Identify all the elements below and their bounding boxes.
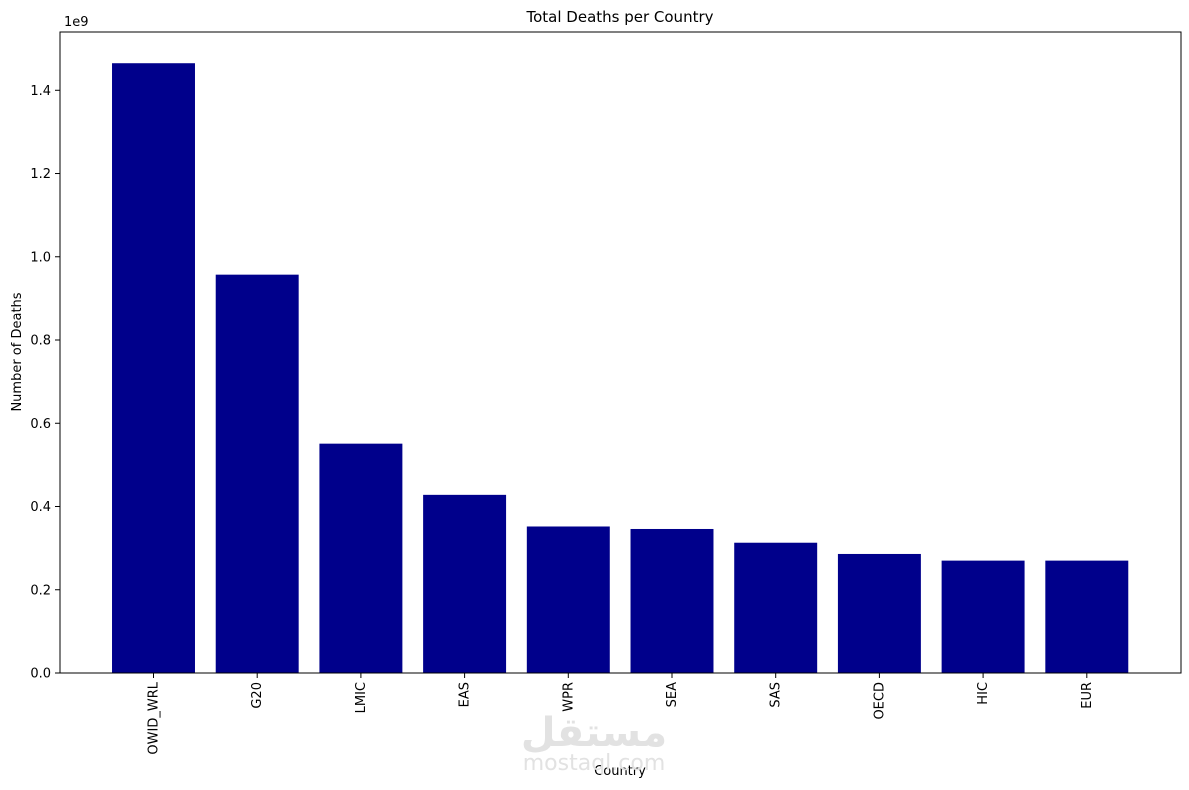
x-tick-label: LMIC: [354, 682, 369, 713]
bar-oecd: [837, 553, 921, 673]
x-tick-label: EUR: [1080, 682, 1095, 709]
bar-sas: [734, 542, 818, 673]
bar-wpr: [526, 526, 610, 673]
x-tick-label: HIC: [976, 682, 991, 705]
x-axis-label: Country: [594, 764, 646, 779]
chart-title: Total Deaths per Country: [525, 8, 713, 26]
bar-owid-wrl: [112, 63, 195, 674]
y-tick-label: 1.2: [30, 167, 51, 182]
y-tick-label: 0.0: [30, 667, 51, 682]
y-tick-label: 0.2: [30, 583, 51, 598]
y-axis-offset-label: 1e9: [64, 15, 89, 30]
y-axis-ticks: 0.0 0.2 0.4 0.6 0.8 1.0 1.2 1.4: [30, 84, 60, 682]
watermark-latin: mostaql.com: [523, 751, 666, 776]
y-tick-label: 0.4: [30, 500, 51, 515]
plot-area: 0.0 0.2 0.4 0.6 0.8 1.0 1.2 1.4 OWID_WRL G20 LMIC…: [30, 31, 1182, 755]
y-axis-label: Number of Deaths: [10, 292, 25, 411]
bar-lmic: [319, 443, 403, 673]
bar-sea: [630, 528, 714, 673]
x-tick-label: SAS: [769, 682, 784, 708]
bar-hic: [941, 560, 1025, 673]
y-tick-label: 0.6: [30, 417, 51, 432]
watermark-arabic: مستقل: [521, 710, 667, 756]
x-tick-label: G20: [250, 682, 265, 709]
x-axis-ticks: OWID_WRL G20 LMIC EAS WPR SEA SAS OECD HIC EUR: [147, 673, 1095, 755]
plot-frame: [59, 31, 1182, 674]
watermark: مستقل mostaql.com: [521, 710, 667, 776]
bars-group: [112, 63, 1129, 674]
bar-eur: [1045, 560, 1129, 673]
y-tick-label: 1.0: [30, 250, 51, 265]
bar-eas: [423, 494, 507, 673]
x-tick-label: OWID_WRL: [147, 681, 162, 754]
x-tick-label: EAS: [458, 682, 473, 707]
y-tick-label: 0.8: [30, 334, 51, 349]
x-tick-label: SEA: [665, 682, 680, 707]
bar-g20: [215, 274, 299, 673]
x-tick-label: WPR: [561, 682, 576, 712]
y-tick-label: 1.4: [30, 84, 51, 99]
x-tick-label: OECD: [872, 682, 887, 720]
